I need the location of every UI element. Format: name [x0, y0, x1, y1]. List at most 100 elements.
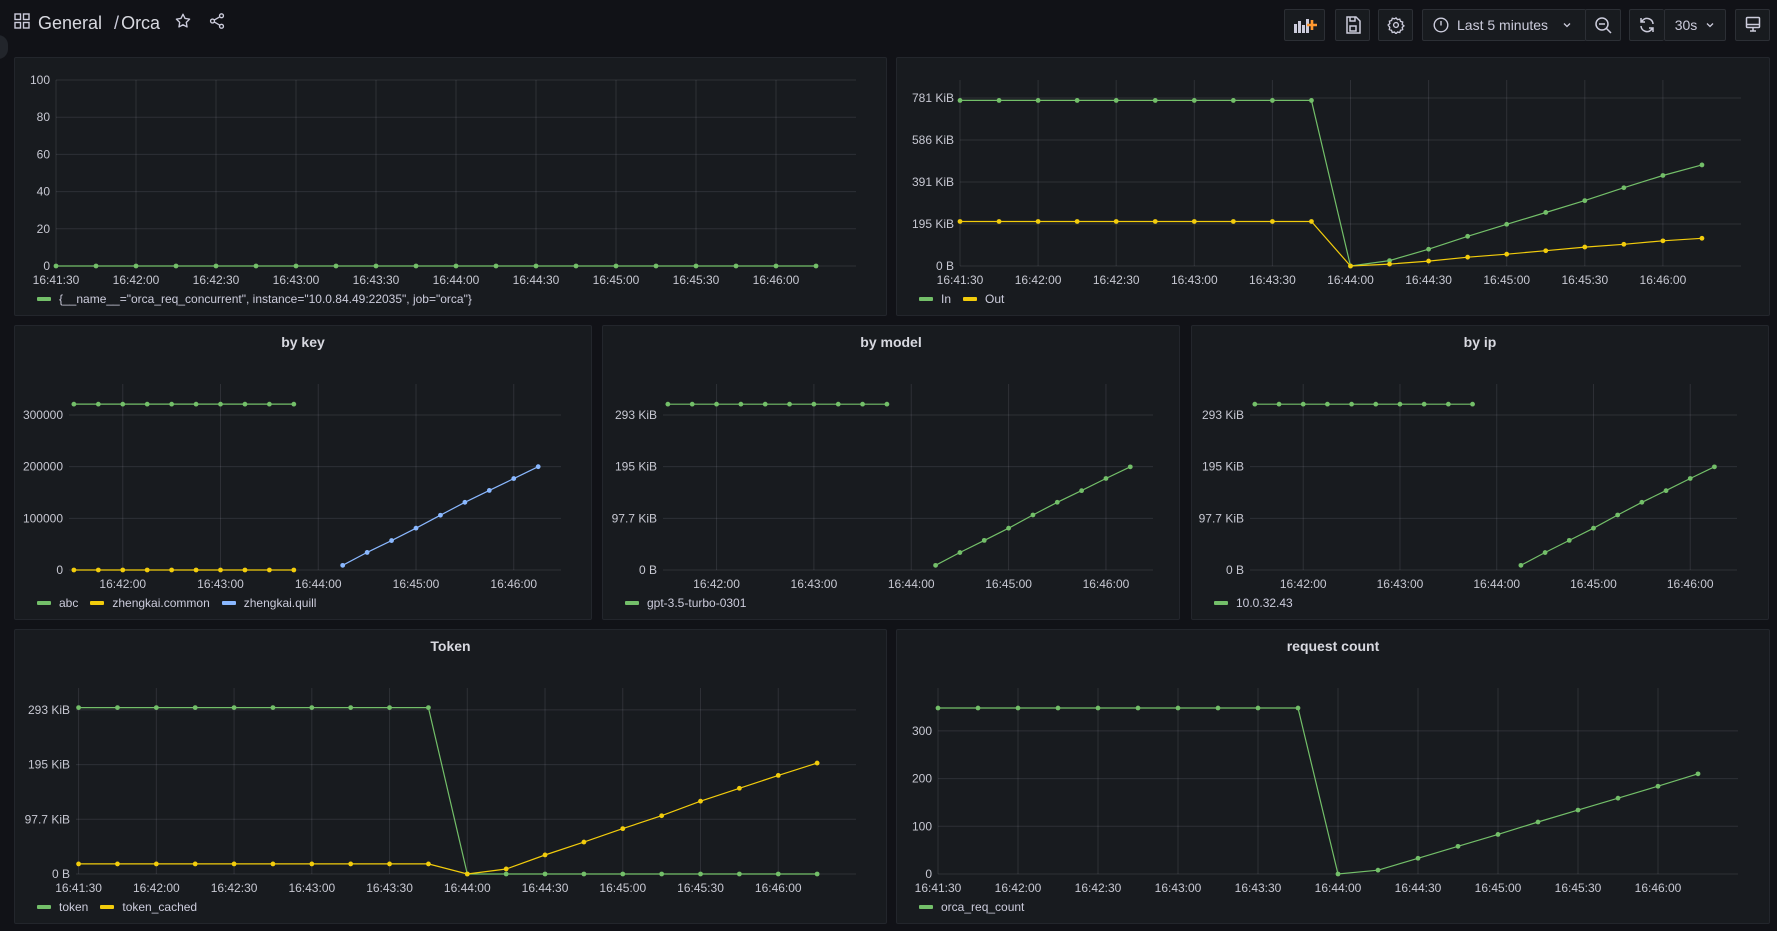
- data-point: [814, 871, 820, 877]
- x-tick-label: 16:45:00: [1483, 273, 1530, 287]
- legend-label: zhengkai.quill: [243, 596, 317, 610]
- data-point: [120, 567, 126, 573]
- data-point: [1582, 244, 1588, 250]
- y-tick-label: 100: [30, 73, 50, 87]
- data-point: [1687, 476, 1693, 481]
- data-point: [464, 871, 470, 877]
- legend-item[interactable]: zhengkai.common: [90, 596, 210, 610]
- x-tick-label: 16:45:30: [677, 881, 724, 895]
- x-tick-label: 16:43:30: [1249, 273, 1296, 287]
- y-tick-label: 200: [912, 772, 932, 786]
- data-point: [1397, 401, 1403, 407]
- data-point: [1445, 401, 1451, 407]
- data-point: [242, 567, 248, 573]
- legend-item[interactable]: {__name__="orca_req_concurrent", instanc…: [37, 292, 472, 306]
- data-point: [340, 562, 346, 568]
- legend-item[interactable]: zhengkai.quill: [221, 596, 317, 610]
- legend-item[interactable]: orca_req_count: [919, 900, 1024, 914]
- zoom-out-icon: [1594, 16, 1612, 34]
- data-point: [218, 567, 223, 573]
- time-range-picker[interactable]: Last 5 minutes: [1422, 9, 1586, 41]
- y-tick-label: 0 B: [936, 259, 954, 273]
- legend-label: Out: [985, 292, 1005, 306]
- legend-item[interactable]: token_cached: [100, 900, 197, 914]
- legend-item[interactable]: gpt-3.5-turbo-0301: [625, 596, 746, 610]
- data-point: [1127, 464, 1133, 470]
- x-tick-label: 16:45:00: [1570, 577, 1617, 591]
- data-point: [736, 785, 742, 791]
- panel-title[interactable]: by ip: [1463, 334, 1497, 350]
- y-tick-label: 97.7 KiB: [612, 511, 657, 525]
- x-tick-label: 16:42:00: [1015, 273, 1062, 287]
- data-point: [95, 401, 101, 407]
- legend-label: orca_req_count: [941, 900, 1025, 914]
- dashboard-settings-button[interactable]: [1378, 9, 1413, 41]
- data-point: [689, 401, 695, 407]
- legend-item[interactable]: Out: [963, 292, 1004, 306]
- data-point: [213, 263, 219, 269]
- data-point: [1695, 771, 1701, 777]
- panel-by-model: by model 0 B 97.7 KiB 195 KiB 293 KiB 16:42:…: [602, 325, 1180, 620]
- y-tick-label: 0: [925, 867, 932, 881]
- star-icon[interactable]: [174, 12, 192, 35]
- data-point: [1095, 705, 1101, 711]
- data-point: [364, 550, 370, 555]
- data-point: [1591, 525, 1596, 531]
- breadcrumb-dashboard[interactable]: Orca: [121, 13, 161, 33]
- data-point: [773, 263, 779, 269]
- chart-legend: token token_cached: [37, 900, 197, 914]
- breadcrumb-folder[interactable]: General: [38, 13, 103, 33]
- data-point: [413, 263, 419, 269]
- x-tick-label: 16:45:00: [1475, 881, 1522, 895]
- share-icon[interactable]: [208, 12, 226, 35]
- data-point: [1079, 488, 1085, 494]
- data-point: [231, 861, 237, 867]
- x-tick-label: 16:44:30: [513, 273, 560, 287]
- panel-title[interactable]: request count: [1286, 638, 1380, 654]
- legend-item[interactable]: token: [37, 900, 88, 914]
- data-point: [981, 537, 987, 543]
- x-tick-label: 16:42:30: [1093, 273, 1140, 287]
- apps-icon[interactable]: [14, 13, 30, 34]
- data-point: [348, 705, 354, 711]
- add-panel-button[interactable]: [1284, 9, 1325, 41]
- data-point: [242, 401, 248, 407]
- series-line: [938, 707, 1699, 875]
- legend-item[interactable]: 10.0.32.43: [1214, 596, 1293, 610]
- y-tick-label: 300000: [23, 408, 63, 422]
- data-point: [115, 705, 120, 711]
- data-point: [333, 263, 339, 269]
- panel-title[interactable]: Token: [430, 638, 471, 654]
- data-point: [1191, 219, 1197, 224]
- data-point: [1335, 871, 1341, 877]
- legend-item[interactable]: In: [919, 292, 951, 306]
- series-line: [1520, 466, 1715, 566]
- tv-mode-button[interactable]: [1735, 9, 1770, 41]
- refresh-interval-picker[interactable]: 30s: [1664, 9, 1726, 41]
- legend-label: gpt-3.5-turbo-0301: [647, 596, 747, 610]
- data-point: [348, 861, 354, 867]
- sidebar-toggle[interactable]: [0, 35, 8, 59]
- data-point: [426, 705, 431, 711]
- x-tick-label: 16:43:00: [1155, 881, 1202, 895]
- chart-plot: 0 B 195 KiB 391 KiB 586 KiB 781 KiB 16:41:30 1…: [912, 80, 1741, 287]
- data-point: [775, 871, 781, 877]
- data-point: [811, 401, 817, 407]
- refresh-button[interactable]: [1629, 9, 1664, 41]
- panel-by-ip: by ip 0 B 97.7 KiB 195 KiB 293 KiB 16:42:00 1…: [1191, 325, 1769, 620]
- data-point: [120, 401, 126, 407]
- panel-title[interactable]: by model: [860, 334, 922, 350]
- zoom-out-button[interactable]: [1585, 9, 1621, 41]
- save-icon: [1345, 16, 1361, 34]
- data-point: [1535, 819, 1541, 825]
- panel-title[interactable]: by key: [281, 334, 325, 350]
- chart-legend: orca_req_count: [919, 900, 1024, 914]
- data-point: [1373, 401, 1379, 407]
- gear-icon: [1386, 16, 1405, 34]
- data-point: [1699, 235, 1705, 241]
- data-point: [193, 567, 199, 573]
- legend-swatch: [963, 297, 978, 301]
- legend-item[interactable]: abc: [37, 596, 78, 610]
- data-point: [698, 798, 703, 804]
- save-dashboard-button[interactable]: [1335, 9, 1370, 41]
